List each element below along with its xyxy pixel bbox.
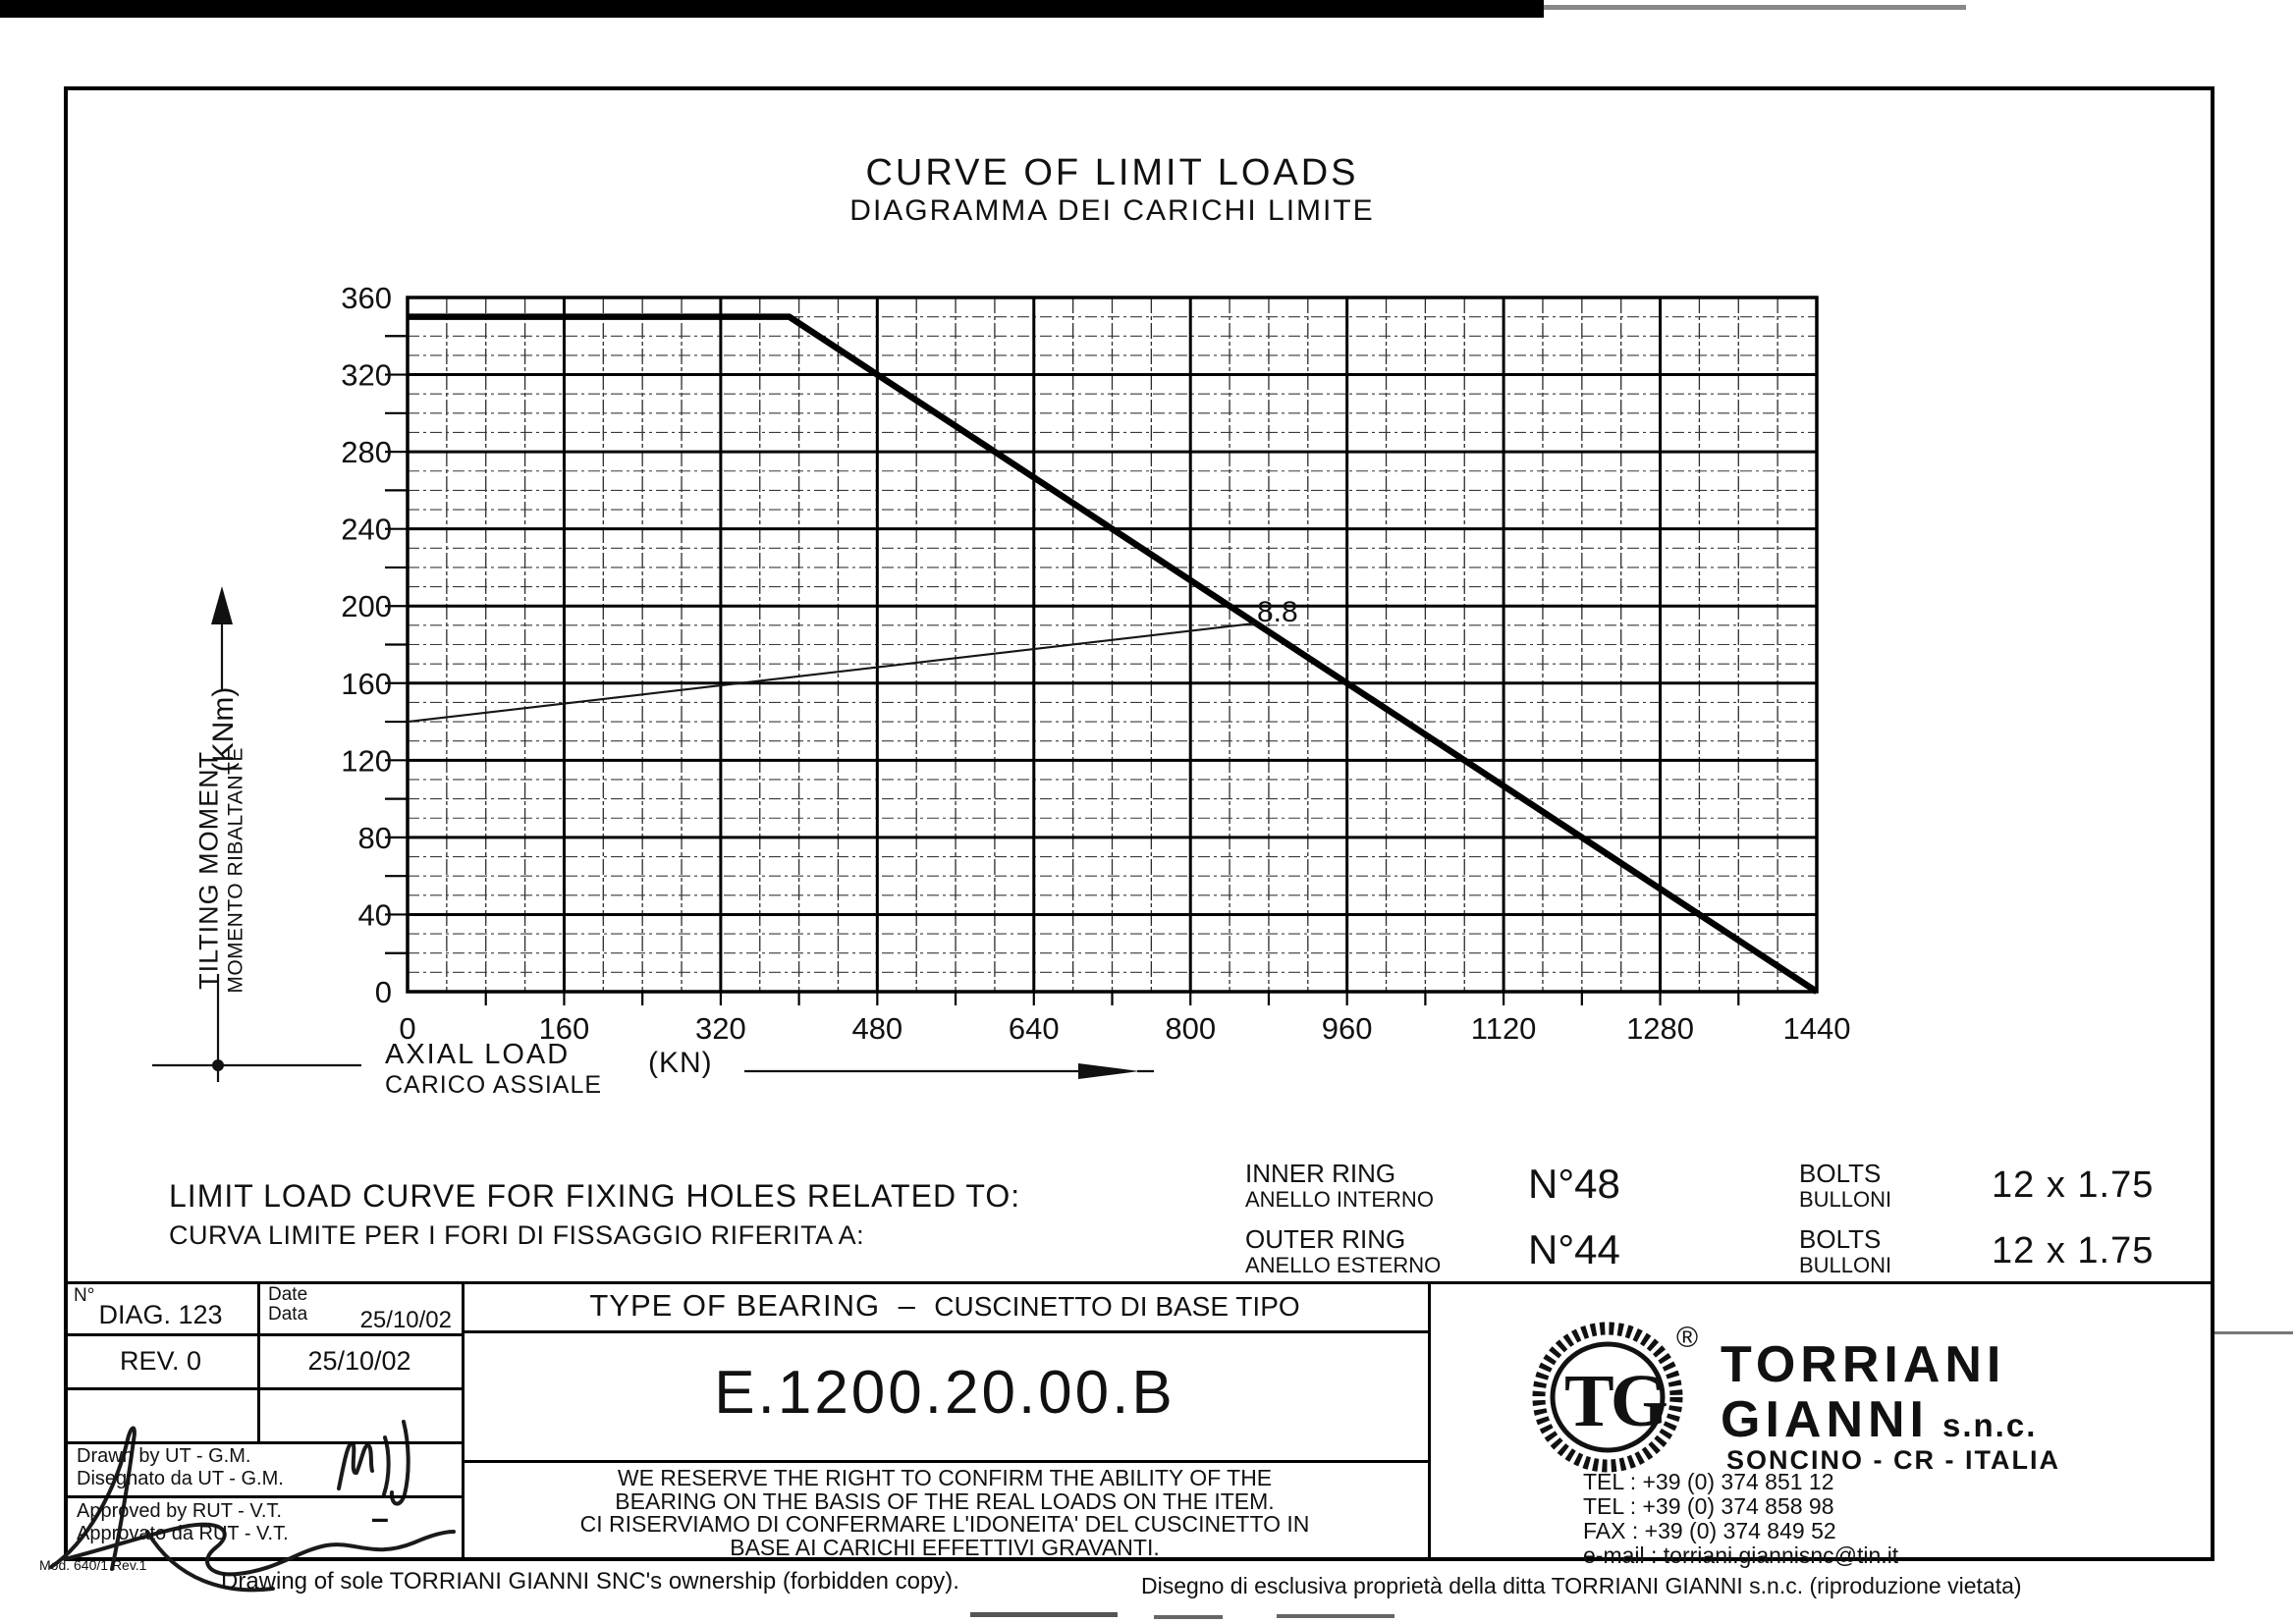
inner-ring-bolt-size: 12 x 1.75 [1992,1164,2155,1206]
diagram-number: DIAG. 123 [98,1300,223,1329]
company-name-line2: GIANNI s.n.c. [1721,1390,2037,1449]
ownership-note-en: Drawing of sole TORRIANI GIANNI SNC's ow… [221,1568,959,1595]
gear-ring-icon [1532,1322,1683,1473]
titleblock-line [257,1281,260,1443]
inner-ring-label-it: ANELLO INTERNO [1245,1187,1434,1212]
company-name-gianni: GIANNI [1721,1391,1929,1448]
scan-artifact-bottom-dash [1277,1614,1394,1618]
company-fax: FAX : +39 (0) 374 849 52 [1583,1518,1836,1543]
inner-ring-bolts-en: BOLTS [1799,1159,1882,1188]
page-title: CURVE OF LIMIT LOADS [865,152,1359,193]
number-label: N° [74,1285,95,1306]
titleblock-line [1428,1281,1431,1561]
y-axis-unit: (KNm) [207,686,240,773]
inner-ring-qty: N°48 [1528,1161,1620,1207]
disclaimer-line: BASE AI CARICHI EFFETTIVI GRAVANTI. [730,1534,1160,1560]
scan-artifact-bottom-dash [1154,1615,1223,1619]
logo-inner-ellipse [1550,1341,1666,1453]
approved-by-en: Approved by RUT - V.T. [77,1500,282,1522]
disclaimer-line: WE RESERVE THE RIGHT TO CONFIRM THE ABIL… [617,1465,1273,1490]
scan-artifact-top-strip [0,0,1544,18]
revision-date: 25/10/02 [307,1346,411,1376]
company-tel-1: TEL : +39 (0) 374 851 12 [1583,1469,1834,1494]
revision: REV. 0 [119,1346,202,1376]
outer-ring-label-en: OUTER RING [1245,1224,1406,1254]
scan-artifact-top-line [1544,5,1966,10]
disclaimer-line: BEARING ON THE BASIS OF THE REAL LOADS O… [615,1488,1275,1514]
outer-ring-bolt-size: 12 x 1.75 [1992,1230,2155,1271]
outer-ring-label-it: ANELLO ESTERNO [1245,1253,1442,1277]
company-suffix: s.n.c. [1942,1407,2038,1443]
form-reference: Mod. 640/1 Rev.1 [39,1557,147,1573]
inner-ring-bolts-it: BULLONI [1799,1187,1892,1212]
inner-ring-label-en: INNER RING [1245,1159,1396,1188]
disclaimer: WE RESERVE THE RIGHT TO CONFIRM THE ABIL… [462,1465,1428,1560]
company-location: SONCINO - CR - ITALIA [1726,1445,2060,1475]
diagram-date: 25/10/02 [359,1307,452,1333]
type-of-bearing-en: TYPE OF BEARING [589,1288,881,1323]
company-email: e-mail : torriani.giannisnc@tin.it [1583,1542,1899,1568]
limit-note-it: CURVA LIMITE PER I FORI DI FISSAGGIO RIF… [169,1220,865,1250]
titleblock-line [64,1333,462,1336]
approved-mark: – [371,1500,389,1536]
disclaimer-line: CI RISERVIAMO DI CONFERMARE L'IDONEITA' … [579,1511,1310,1537]
logo-monogram: TG [1564,1360,1667,1442]
ownership-note-it: Disegno di esclusiva proprietà della dit… [1141,1573,2022,1598]
company-name-line1: TORRIANI [1721,1336,2006,1393]
titleblock-line [462,1330,1428,1333]
company-logo: TG ® [1532,1322,1698,1473]
titleblock-line [64,1441,462,1444]
drawn-by-it: Disegnato da UT - G.M. [77,1468,284,1489]
x-axis-title: AXIAL LOAD CARICO ASSIALE [385,1039,602,1100]
titleblock-line [64,1387,462,1390]
type-of-bearing-header: TYPE OF BEARING – CUSCINETTO DI BASE TIP… [462,1288,1428,1324]
outer-ring-qty: N°44 [1528,1226,1620,1272]
date-label-en: Date [268,1284,308,1305]
drawing-frame [64,86,2214,1561]
registered-trademark-icon: ® [1676,1322,1698,1354]
page-subtitle: DIAGRAMMA DEI CARICHI LIMITE [849,194,1375,227]
outer-ring-bolts-it: BULLONI [1799,1253,1892,1277]
limit-note-en: LIMIT LOAD CURVE FOR FIXING HOLES RELATE… [169,1178,1021,1214]
outer-ring-bolts-en: BOLTS [1799,1224,1882,1254]
x-axis-title-it: CARICO ASSIALE [385,1071,603,1100]
titleblock-line [64,1281,2214,1284]
x-axis-unit: (KN) [648,1047,713,1079]
type-of-bearing-it: CUSCINETTO DI BASE TIPO [934,1291,1300,1322]
type-of-bearing-sep: – [898,1288,916,1323]
scan-artifact-fold-line [2214,1331,2293,1334]
titleblock-line [64,1495,462,1498]
date-label-it: Data [268,1304,308,1325]
titleblock-line [462,1460,1428,1463]
company-tel-2: TEL : +39 (0) 374 858 98 [1583,1493,1834,1519]
approved-by-it: Approvato da RUT - V.T. [77,1523,289,1544]
bearing-code: E.1200.20.00.B [714,1359,1175,1427]
drawn-by-en: Drawn by UT - G.M. [77,1445,251,1467]
scan-artifact-bottom-dash [970,1612,1118,1617]
titleblock-line [462,1281,465,1561]
x-axis-title-en: AXIAL LOAD [385,1039,571,1070]
